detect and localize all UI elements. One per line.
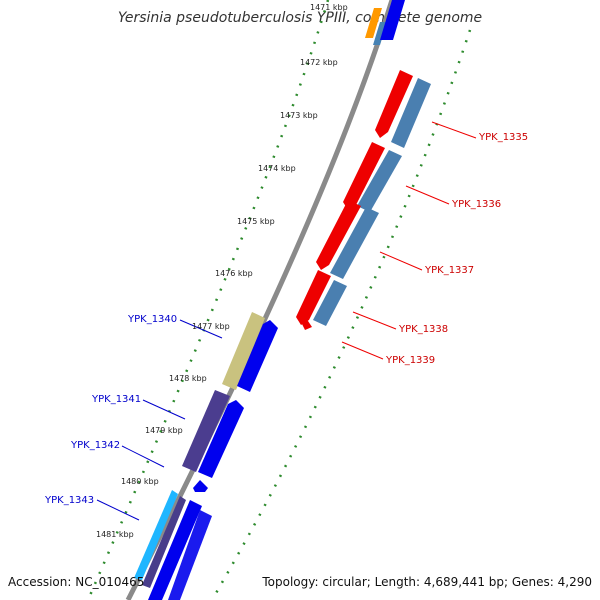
topology-summary: Topology: circular; Length: 4,689,441 bp… xyxy=(262,575,592,589)
gene-label-forward[interactable]: YPK_1335 xyxy=(478,132,528,143)
gene-reverse-1341[interactable] xyxy=(182,390,230,472)
gene-reverse-1340[interactable] xyxy=(222,312,265,390)
leader-line-1339 xyxy=(341,341,384,360)
cds-reverse-3[interactable] xyxy=(193,480,208,492)
gene-label-reverse[interactable]: YPK_1343 xyxy=(44,495,94,506)
leader-line-1335 xyxy=(431,121,477,139)
cds-reverse-2[interactable] xyxy=(198,400,244,478)
gene-forward-2[interactable] xyxy=(357,150,402,212)
gene-label-forward[interactable]: YPK_1338 xyxy=(398,324,448,335)
gene-label-forward[interactable]: YPK_1336 xyxy=(451,199,501,210)
ruler-tick-label: 1478 kbp xyxy=(169,374,207,383)
leader-line-1343 xyxy=(96,499,140,521)
ruler-tick-label: 1476 kbp xyxy=(215,269,253,278)
ruler-tick-label: 1479 kbp xyxy=(145,426,183,435)
ruler-tick-label: 1473 kbp xyxy=(280,111,318,120)
ruler-tick-label: 1474 kbp xyxy=(258,164,296,173)
leader-line-1337 xyxy=(379,251,423,271)
gene-label-reverse[interactable]: YPK_1340 xyxy=(127,314,177,325)
cds-forward-5[interactable] xyxy=(300,318,312,330)
gene-reverse-dark[interactable] xyxy=(142,496,186,588)
gene-fragment-steel[interactable] xyxy=(373,22,387,45)
gene-fragment-blue[interactable] xyxy=(380,0,405,40)
gene-forward-1[interactable] xyxy=(391,78,431,148)
ruler-tick-label: 1475 kbp xyxy=(237,217,275,226)
gene-label-reverse[interactable]: YPK_1341 xyxy=(91,394,141,405)
gene-fragment-orange[interactable] xyxy=(365,8,382,38)
cds-reverse-1[interactable] xyxy=(237,320,278,392)
cds-forward-3[interactable] xyxy=(316,200,361,270)
ruler-tick-label: 1480 kbp xyxy=(121,477,159,486)
outer-dotted-line xyxy=(210,29,472,600)
gene-label-forward[interactable]: YPK_1337 xyxy=(424,265,474,276)
cds-reverse-5[interactable] xyxy=(168,510,212,600)
ruler-tick-label: 1477 kbp xyxy=(192,322,230,331)
leader-line-1340 xyxy=(179,319,223,339)
cds-forward-4[interactable] xyxy=(296,270,331,325)
leader-line-1342 xyxy=(121,445,165,468)
ruler-dotted-line xyxy=(86,0,330,600)
cds-forward-2[interactable] xyxy=(343,142,385,210)
accession-text: Accession: NC_010465 xyxy=(8,575,145,589)
ruler-tick-label: 1471 kbp xyxy=(310,3,348,12)
leader-line-1338 xyxy=(352,311,397,330)
gene-forward-3[interactable] xyxy=(330,207,379,279)
cds-reverse-4[interactable] xyxy=(148,500,202,600)
gene-forward-4[interactable] xyxy=(313,280,347,326)
ruler-tick-label: 1481 kbp xyxy=(96,530,134,539)
genome-backbone xyxy=(125,0,395,600)
cds-forward-1[interactable] xyxy=(375,70,413,138)
gene-label-reverse[interactable]: YPK_1342 xyxy=(70,440,120,451)
gene-reverse-1343[interactable] xyxy=(134,490,178,580)
ruler-tick-label: 1472 kbp xyxy=(300,58,338,67)
gene-label-forward[interactable]: YPK_1339 xyxy=(385,355,435,366)
leader-line-1336 xyxy=(405,185,450,205)
leader-line-1341 xyxy=(142,399,186,420)
